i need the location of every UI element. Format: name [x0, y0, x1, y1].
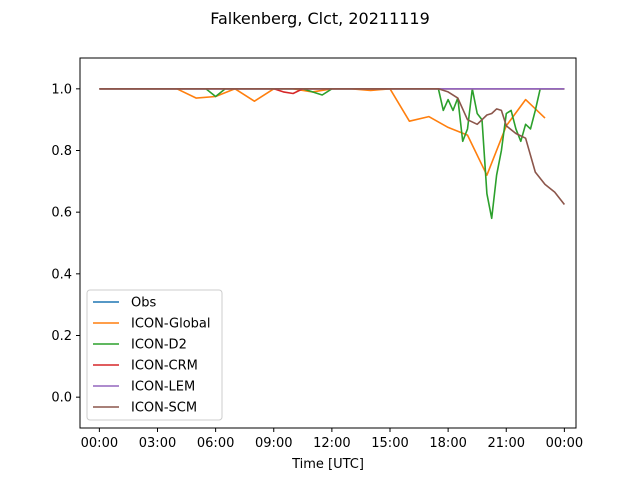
x-tick-label: 00:00 [81, 436, 118, 451]
series-line-icon-d2 [99, 88, 565, 220]
y-axis: 0.0 0.2 0.4 0.6 0.8 1.0 [51, 82, 80, 406]
plot-lines [99, 88, 566, 220]
legend-box [86, 289, 223, 421]
x-tick-label: 09:00 [255, 436, 292, 451]
chart-title: Falkenberg, Clct, 20211119 [210, 9, 430, 28]
y-tick-label: 0.6 [51, 206, 72, 221]
x-tick-label: 21:00 [488, 436, 525, 451]
y-tick-label: 1.0 [51, 82, 72, 97]
legend-label: ICON-Global [131, 317, 211, 332]
plot-frame [79, 57, 577, 429]
x-tick-label: 03:00 [139, 436, 176, 451]
series-line-icon-scm [99, 88, 566, 205]
legend-label: Obs [131, 296, 156, 311]
x-tick-label: 12:00 [313, 436, 350, 451]
x-tick-label: 18:00 [429, 436, 466, 451]
x-axis: 00:00 03:00 06:00 09:00 12:00 15:00 18:00 21:00… [81, 428, 583, 451]
y-tick-label: 0.4 [51, 267, 72, 282]
series-line-icon-global [99, 88, 546, 176]
legend-label: ICON-CRM [131, 359, 198, 374]
legend-label: ICON-SCM [131, 401, 197, 416]
y-tick-label: 0.8 [51, 144, 72, 159]
y-tick-label: 0.0 [51, 391, 72, 406]
x-tick-label: 00:00 [546, 436, 583, 451]
x-tick-label: 15:00 [371, 436, 408, 451]
legend-label: ICON-D2 [131, 338, 187, 353]
y-tick-label: 0.2 [51, 329, 72, 344]
x-axis-label: Time [UTC] [291, 457, 364, 472]
x-tick-label: 06:00 [197, 436, 234, 451]
legend-label: ICON-LEM [131, 380, 195, 395]
legend: Obs ICON-Global ICON-D2 ICON-CRM ICON-LEM ICO… [86, 289, 223, 421]
